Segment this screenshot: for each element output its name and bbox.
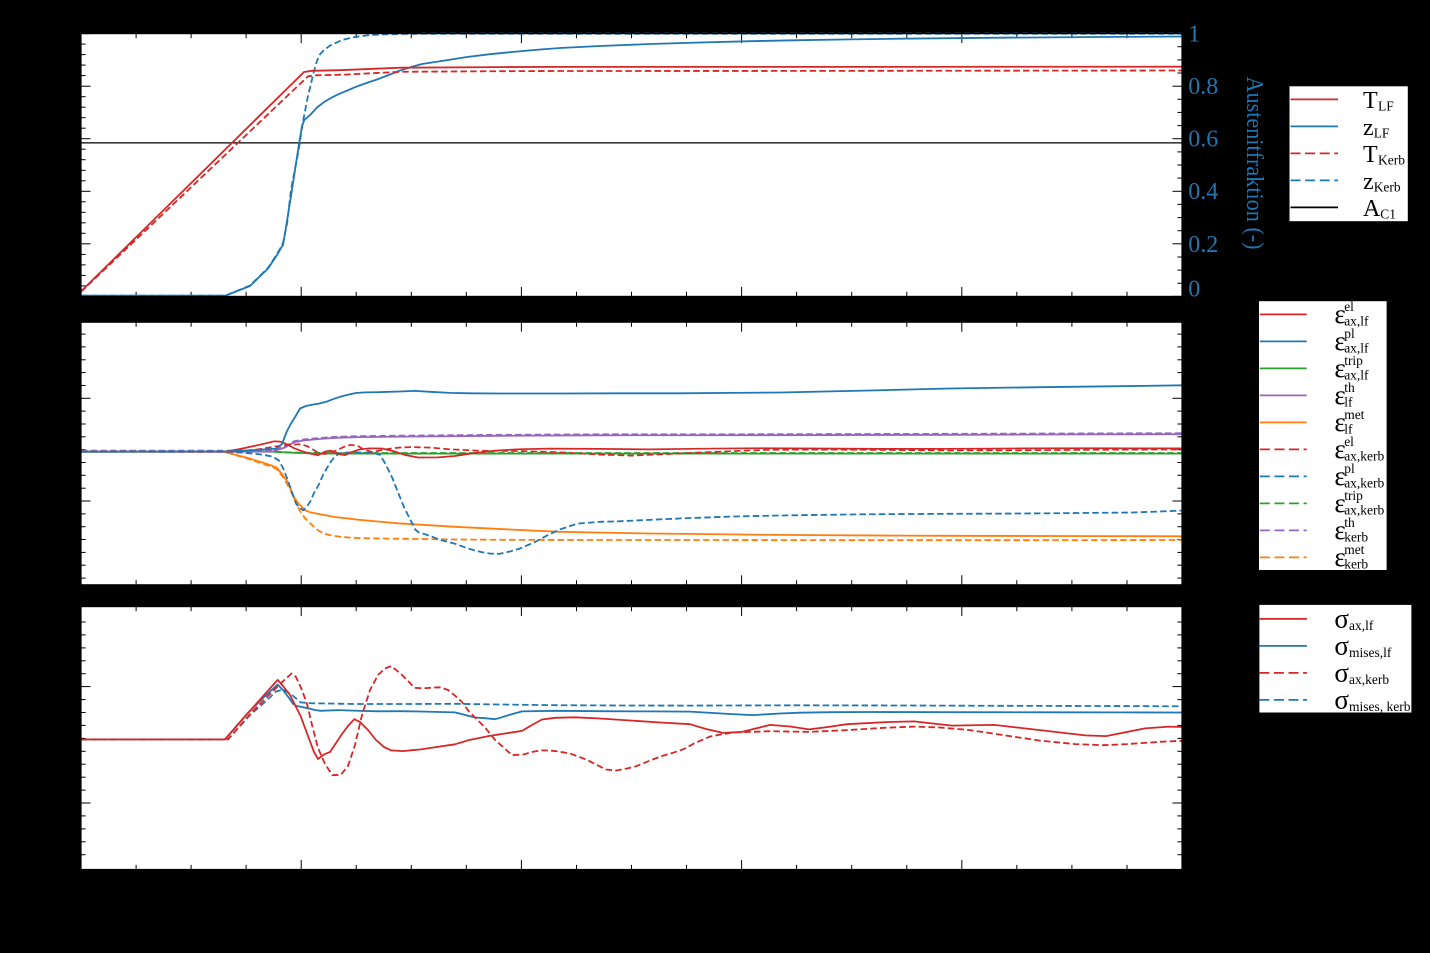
svg-text:ax,kerb: ax,kerb xyxy=(1344,503,1384,518)
svg-text:T: T xyxy=(1363,142,1378,168)
svg-text:0.4: 0.4 xyxy=(1188,179,1218,205)
svg-text:kerb: kerb xyxy=(1344,557,1368,572)
svg-text:Austenitfraktion (-): Austenitfraktion (-) xyxy=(1241,77,1267,250)
svg-text:pl: pl xyxy=(1344,326,1355,341)
svg-text:ε: ε xyxy=(1334,461,1345,491)
svg-text:0.8: 0.8 xyxy=(1188,74,1218,100)
svg-text:0.2: 0.2 xyxy=(1188,232,1218,258)
svg-text:ε: ε xyxy=(1334,326,1345,356)
svg-text:LF: LF xyxy=(1378,99,1394,114)
svg-text:kerb: kerb xyxy=(1344,530,1368,545)
svg-text:Kerb: Kerb xyxy=(1378,153,1405,168)
svg-text:σ: σ xyxy=(1334,685,1349,715)
svg-text:mises,lf: mises,lf xyxy=(1349,645,1392,660)
svg-text:ax,lf: ax,lf xyxy=(1349,618,1374,633)
svg-text:z: z xyxy=(1363,169,1374,195)
svg-text:ε: ε xyxy=(1334,299,1345,329)
svg-text:ε: ε xyxy=(1334,542,1345,572)
svg-text:ax,kerb: ax,kerb xyxy=(1349,672,1389,687)
svg-text:el: el xyxy=(1344,434,1354,449)
svg-text:ε: ε xyxy=(1334,407,1345,437)
svg-text:trip: trip xyxy=(1344,353,1363,368)
svg-text:ax,lf: ax,lf xyxy=(1344,314,1369,329)
svg-text:ax,lf: ax,lf xyxy=(1344,368,1369,383)
svg-text:ε: ε xyxy=(1334,353,1345,383)
svg-text:T: T xyxy=(1363,88,1378,114)
svg-text:mises, kerb: mises, kerb xyxy=(1349,699,1411,714)
svg-text:lf: lf xyxy=(1344,395,1353,410)
svg-text:0: 0 xyxy=(1188,277,1200,303)
svg-text:z: z xyxy=(1363,115,1374,141)
svg-text:0.6: 0.6 xyxy=(1188,127,1218,153)
svg-text:ε: ε xyxy=(1334,488,1345,518)
svg-text:σ: σ xyxy=(1334,658,1349,688)
svg-text:th: th xyxy=(1344,515,1355,530)
svg-text:Kerb: Kerb xyxy=(1374,180,1401,195)
svg-text:A: A xyxy=(1363,196,1381,222)
svg-text:pl: pl xyxy=(1344,461,1355,476)
svg-text:σ: σ xyxy=(1334,604,1349,634)
svg-text:C1: C1 xyxy=(1380,207,1396,222)
svg-text:ε: ε xyxy=(1334,434,1345,464)
svg-text:el: el xyxy=(1344,299,1354,314)
svg-text:ax,kerb: ax,kerb xyxy=(1344,476,1384,491)
svg-text:σ: σ xyxy=(1334,631,1349,661)
svg-text:ax,kerb: ax,kerb xyxy=(1344,449,1384,464)
svg-text:met: met xyxy=(1344,542,1364,557)
svg-text:ax,lf: ax,lf xyxy=(1344,341,1369,356)
svg-text:th: th xyxy=(1344,380,1355,395)
svg-text:ε: ε xyxy=(1334,515,1345,545)
svg-text:trip: trip xyxy=(1344,488,1363,503)
svg-text:LF: LF xyxy=(1374,126,1390,141)
svg-text:met: met xyxy=(1344,407,1364,422)
svg-text:1: 1 xyxy=(1188,22,1200,48)
svg-text:ε: ε xyxy=(1334,380,1345,410)
svg-text:lf: lf xyxy=(1344,422,1353,437)
